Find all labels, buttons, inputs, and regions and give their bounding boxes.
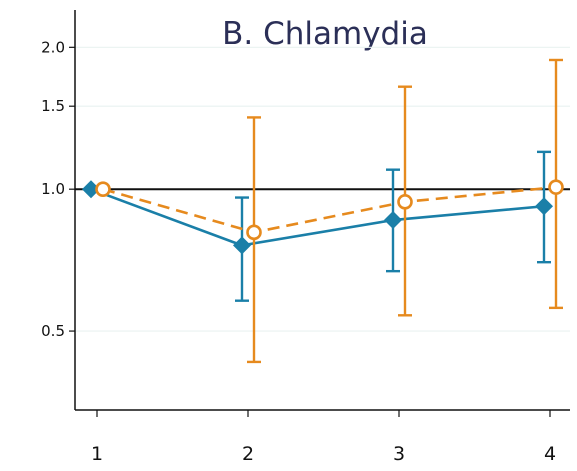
x-tick-label: 3 (393, 443, 405, 465)
series-1 (82, 150, 553, 302)
data-point-diamond (233, 236, 251, 255)
data-point-circle (548, 179, 564, 195)
data-point-diamond (384, 211, 402, 230)
x-tick-label: 4 (544, 443, 556, 465)
series-layer (82, 58, 564, 364)
data-point-diamond (535, 197, 553, 216)
series-line (102, 185, 557, 234)
data-point-diamond (82, 180, 100, 199)
series-2 (95, 58, 564, 364)
data-point-circle (246, 224, 262, 241)
axes (69, 10, 570, 417)
y-tick-label: 1.5 (41, 97, 65, 115)
x-tick-label: 1 (91, 443, 103, 465)
chart-title: B. Chlamydia (222, 16, 428, 52)
tick-labels: 0.5 1.0 1.5 2.0 1 2 3 4 (41, 38, 556, 465)
y-tick-label: 1.0 (41, 180, 65, 198)
series-line (90, 187, 545, 247)
y-tick-label: 2.0 (41, 38, 65, 56)
data-point-circle (95, 181, 111, 197)
x-tick-label: 2 (242, 443, 254, 465)
y-tick-label: 0.5 (41, 322, 65, 340)
data-point-circle (397, 194, 413, 210)
